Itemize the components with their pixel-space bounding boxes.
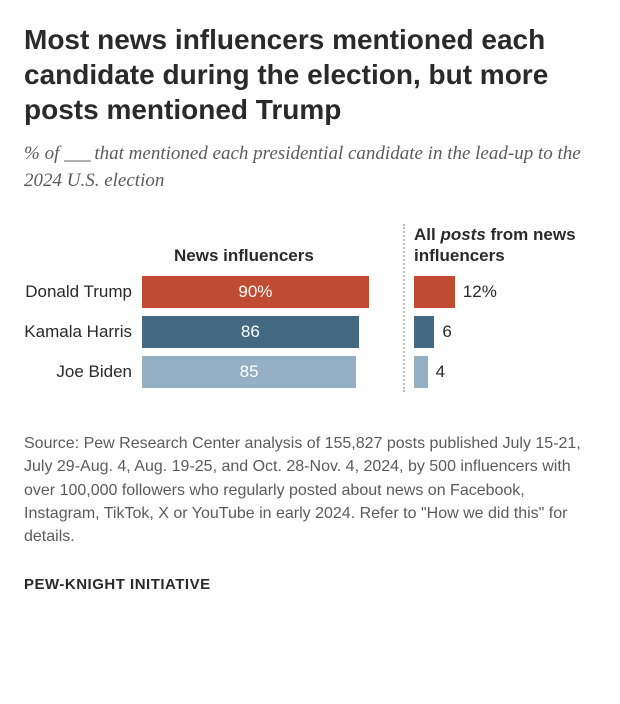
bar bbox=[414, 276, 455, 308]
chart-row: Joe Biden 85 bbox=[24, 352, 394, 392]
chart-title: Most news influencers mentioned each can… bbox=[24, 22, 596, 127]
subtitle-blank: ___ bbox=[64, 143, 90, 164]
bar-track: 85 bbox=[142, 356, 394, 388]
footer-attribution: PEW-KNIGHT INITIATIVE bbox=[24, 576, 596, 593]
bar-track: 4 bbox=[414, 356, 584, 388]
bar-value: 12% bbox=[455, 276, 497, 308]
right-panel: All posts from news influencers 12%6 4 bbox=[414, 224, 584, 392]
panel-divider bbox=[394, 224, 414, 392]
right-header-em: posts bbox=[440, 225, 485, 244]
bar-track: 6 bbox=[414, 316, 584, 348]
row-label: Joe Biden bbox=[24, 362, 142, 382]
left-column-header: News influencers bbox=[24, 224, 394, 272]
bar-track: 86 bbox=[142, 316, 394, 348]
row-label: Donald Trump bbox=[24, 282, 142, 302]
bar-value: 85 bbox=[240, 362, 259, 382]
left-panel: News influencers Donald Trump 90% Kamala H… bbox=[24, 224, 394, 392]
right-header-pre: All bbox=[414, 225, 440, 244]
chart-row: Kamala Harris 86 bbox=[24, 312, 394, 352]
chart-row: Donald Trump 90% bbox=[24, 272, 394, 312]
bar-value: 86 bbox=[241, 322, 260, 342]
bar: 86 bbox=[142, 316, 359, 348]
bar: 90% bbox=[142, 276, 369, 308]
row-label: Kamala Harris bbox=[24, 322, 142, 342]
bar-value: 6 bbox=[434, 316, 451, 348]
subtitle-pre: % of bbox=[24, 143, 64, 164]
bar-value: 4 bbox=[428, 356, 445, 388]
chart-row: 6 bbox=[414, 312, 584, 352]
subtitle-post: that mentioned each presidential candida… bbox=[24, 143, 581, 191]
chart-area: News influencers Donald Trump 90% Kamala H… bbox=[24, 224, 596, 392]
chart-row: 12% bbox=[414, 272, 584, 312]
bar bbox=[414, 356, 428, 388]
bar-value: 90% bbox=[238, 282, 272, 302]
chart-subtitle: % of ___ that mentioned each presidentia… bbox=[24, 141, 596, 194]
bar bbox=[414, 316, 434, 348]
chart-row: 4 bbox=[414, 352, 584, 392]
right-column-header: All posts from news influencers bbox=[414, 224, 584, 272]
bar: 85 bbox=[142, 356, 356, 388]
source-note: Source: Pew Research Center analysis of … bbox=[24, 432, 596, 548]
bar-track: 90% bbox=[142, 276, 394, 308]
bar-track: 12% bbox=[414, 276, 584, 308]
